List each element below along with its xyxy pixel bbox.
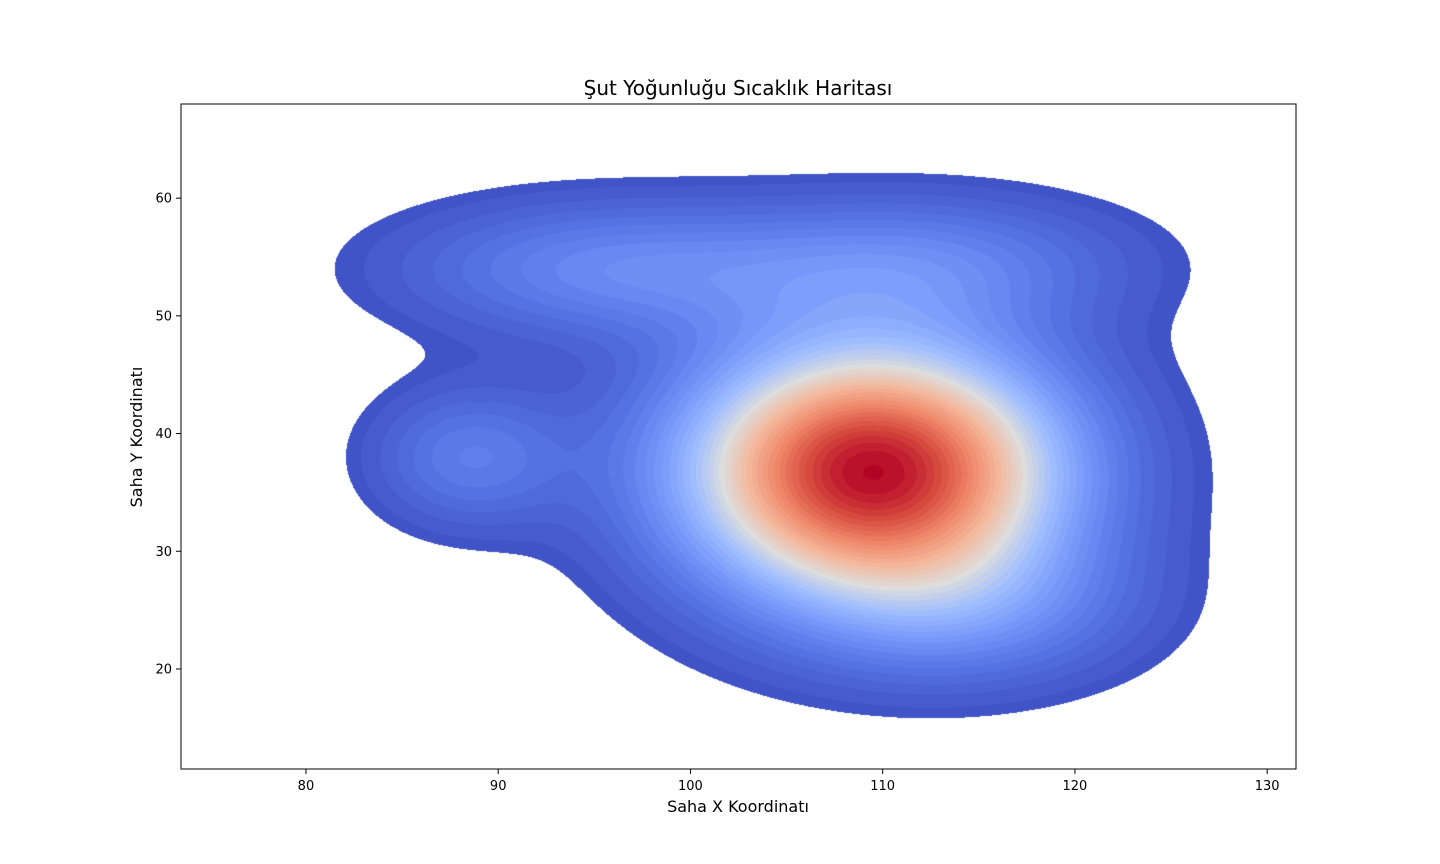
x-axis-ticks: 80 90 100 110 120 130 <box>298 769 1280 794</box>
y-tick-label: 40 <box>155 427 172 442</box>
y-tick-label: 20 <box>155 662 172 677</box>
x-tick-label: 80 <box>298 779 315 794</box>
y-axis-label: Saha Y Koordinatı <box>127 367 146 508</box>
x-tick-label: 100 <box>678 779 703 794</box>
x-tick-label: 120 <box>1063 779 1088 794</box>
y-axis-ticks: 20 30 40 50 60 <box>155 192 181 677</box>
y-tick-label: 60 <box>155 192 172 207</box>
chart-title: Şut Yoğunluğu Sıcaklık Haritası <box>584 76 893 100</box>
x-tick-label: 110 <box>870 779 895 794</box>
density-heatmap <box>181 104 1296 769</box>
y-tick-label: 50 <box>155 309 172 324</box>
x-tick-label: 90 <box>490 779 507 794</box>
x-tick-label: 130 <box>1255 779 1280 794</box>
density-surface <box>181 104 1296 769</box>
y-tick-label: 30 <box>155 545 172 560</box>
plot-frame <box>180 103 1297 770</box>
x-axis-label: Saha X Koordinatı <box>667 797 809 816</box>
